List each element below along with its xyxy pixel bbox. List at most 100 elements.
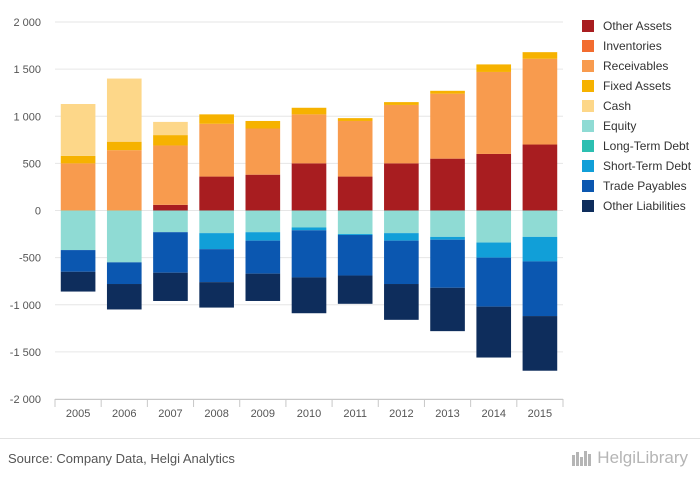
bar-receivables xyxy=(199,123,234,177)
legend-label-receivables: Receivables xyxy=(603,59,669,73)
legend-item-cash[interactable]: Cash xyxy=(582,96,691,116)
legend-item-short-term-debt[interactable]: Short-Term Debt xyxy=(582,156,691,176)
bar-equity xyxy=(384,210,419,234)
y-tick-label: -1 500 xyxy=(10,347,41,359)
bar-receivables xyxy=(153,145,188,205)
x-tick-label: 2014 xyxy=(481,408,505,420)
bar-fixed-assets xyxy=(291,107,327,115)
bar-other-assets xyxy=(384,163,419,211)
y-tick-label: -500 xyxy=(19,253,41,265)
legend-label-other-assets: Other Assets xyxy=(603,19,672,33)
bar-short-term-debt xyxy=(199,233,234,250)
bar-short-term-debt xyxy=(384,233,419,241)
bar-trade-payables xyxy=(476,257,512,307)
legend-swatch-long-term-debt xyxy=(582,140,594,152)
bar-receivables xyxy=(291,114,327,164)
bar-other-assets xyxy=(430,158,465,211)
bar-short-term-debt xyxy=(430,236,465,240)
y-tick-label: 500 xyxy=(23,158,41,170)
library-icon xyxy=(572,451,592,466)
bar-equity xyxy=(337,210,373,235)
bar-other-liabilities xyxy=(291,277,327,314)
x-tick-label: 2012 xyxy=(389,408,413,420)
bar-other-liabilities xyxy=(384,284,419,320)
bar-other-assets xyxy=(337,176,373,211)
bar-trade-payables xyxy=(291,230,327,278)
bar-equity xyxy=(153,210,188,233)
footer-divider xyxy=(0,438,700,439)
bar-short-term-debt xyxy=(476,242,512,258)
x-tick-label: 2006 xyxy=(112,408,136,420)
bar-other-assets xyxy=(199,176,234,211)
bar-fixed-assets xyxy=(430,90,465,94)
legend-label-other-liabilities: Other Liabilities xyxy=(603,199,686,213)
x-tick-label: 2010 xyxy=(297,408,321,420)
bar-receivables xyxy=(245,128,281,175)
legend-label-cash: Cash xyxy=(603,99,632,113)
bar-fixed-assets xyxy=(384,102,419,105)
bar-trade-payables xyxy=(522,261,558,317)
legend-swatch-trade-payables xyxy=(582,180,594,192)
legend-item-fixed-assets[interactable]: Fixed Assets xyxy=(582,76,691,96)
legend-label-inventories: Inventories xyxy=(603,39,662,53)
legend-swatch-cash xyxy=(582,100,594,112)
bar-trade-payables xyxy=(430,239,465,288)
brand-name: HelgiLibrary xyxy=(597,448,688,467)
bar-receivables xyxy=(106,150,142,211)
bar-fixed-assets xyxy=(199,114,234,124)
y-tick-label: -1 000 xyxy=(10,300,41,312)
bar-fixed-assets xyxy=(245,120,281,129)
legend-label-long-term-debt: Long-Term Debt xyxy=(603,139,690,153)
legend-swatch-fixed-assets xyxy=(582,80,594,92)
brand-logo: HelgiLibrary xyxy=(571,448,688,468)
bar-receivables xyxy=(476,71,512,154)
bar-cash xyxy=(106,78,142,142)
bar-other-assets xyxy=(291,163,327,211)
bar-trade-payables xyxy=(106,262,142,285)
bar-receivables xyxy=(60,163,96,211)
bar-fixed-assets xyxy=(337,118,373,121)
source-note: Source: Company Data, Helgi Analytics xyxy=(8,451,235,466)
bar-other-liabilities xyxy=(476,306,512,358)
bar-equity xyxy=(60,210,96,251)
y-tick-label: 2 000 xyxy=(13,17,41,29)
legend-label-short-term-debt: Short-Term Debt xyxy=(603,159,692,173)
bar-other-liabilities xyxy=(337,275,373,304)
bar-fixed-assets xyxy=(522,52,558,59)
legend-label-trade-payables: Trade Payables xyxy=(603,179,687,193)
bar-trade-payables xyxy=(384,240,419,285)
legend-item-other-liabilities[interactable]: Other Liabilities xyxy=(582,196,691,216)
legend-swatch-receivables xyxy=(582,60,594,72)
legend-swatch-equity xyxy=(582,120,594,132)
legend-item-other-assets[interactable]: Other Assets xyxy=(582,16,691,36)
y-tick-label: 0 xyxy=(35,206,41,218)
bar-equity xyxy=(106,210,142,263)
bar-equity xyxy=(199,210,234,234)
bar-other-liabilities xyxy=(60,271,96,292)
legend-item-inventories[interactable]: Inventories xyxy=(582,36,691,56)
y-tick-label: -2 000 xyxy=(10,394,41,406)
bar-equity xyxy=(522,210,558,237)
bar-fixed-assets xyxy=(60,155,96,164)
bar-other-assets xyxy=(245,174,281,211)
bar-short-term-debt xyxy=(245,232,281,241)
legend-item-long-term-debt[interactable]: Long-Term Debt xyxy=(582,136,691,156)
bar-other-assets xyxy=(522,144,558,211)
balance-sheet-chart: -2 000 -1 500 -1 000 -500 0 500 1 000 1 500 2 00… xyxy=(10,17,564,420)
legend-item-equity[interactable]: Equity xyxy=(582,116,691,136)
bar-other-liabilities xyxy=(199,282,234,308)
bar-other-liabilities xyxy=(106,284,142,310)
legend-swatch-other-assets xyxy=(582,20,594,32)
x-tick-label: 2009 xyxy=(251,408,275,420)
chart-legend: Other Assets Inventories Receivables Fix… xyxy=(582,16,691,216)
bar-receivables xyxy=(337,120,373,177)
legend-item-trade-payables[interactable]: Trade Payables xyxy=(582,176,691,196)
y-tick-label: 1 500 xyxy=(13,64,41,76)
bar-short-term-debt xyxy=(337,234,373,236)
bar-receivables xyxy=(522,58,558,145)
x-tick-label: 2011 xyxy=(343,408,367,420)
bar-fixed-assets xyxy=(153,135,188,146)
bar-other-liabilities xyxy=(522,316,558,371)
bar-other-liabilities xyxy=(153,272,188,301)
legend-item-receivables[interactable]: Receivables xyxy=(582,56,691,76)
